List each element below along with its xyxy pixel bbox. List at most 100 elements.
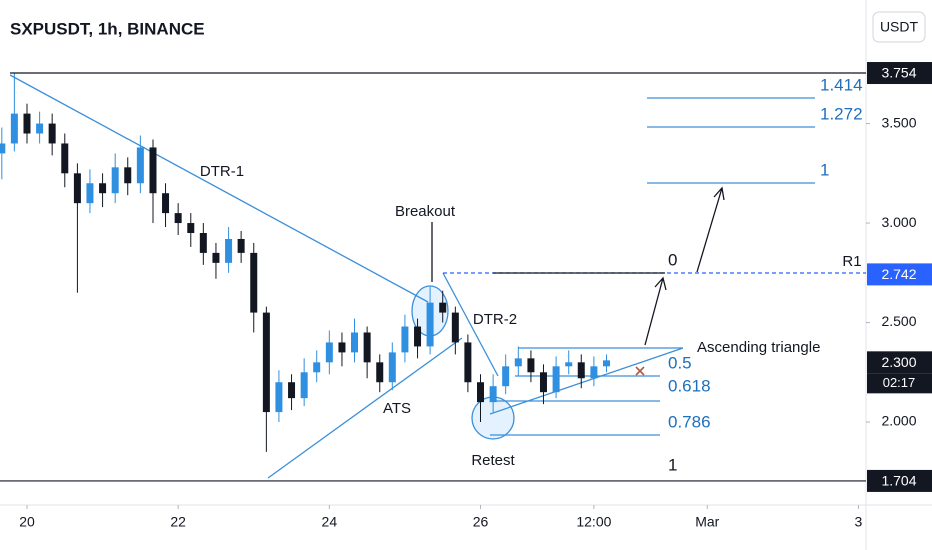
annotation: ATS [383, 400, 411, 417]
currency-button[interactable] [872, 11, 926, 43]
annotation: Retest [471, 452, 515, 469]
candle-body [10, 113, 18, 144]
candle-body [136, 147, 144, 184]
candle-body [86, 183, 94, 204]
candle-body [577, 362, 585, 379]
triangle-bottom [489, 347, 684, 415]
price-marker-label: 2.742 [881, 266, 916, 282]
candle-body [48, 123, 56, 144]
candle-body [174, 213, 182, 224]
candle-body [489, 386, 497, 403]
candle-body [590, 366, 598, 379]
y-tick-label: 2.000 [881, 413, 916, 429]
x-mark [635, 366, 645, 376]
x-tick-label: 12:00 [576, 514, 611, 530]
candle-body [99, 183, 107, 194]
annotation: R1 [842, 253, 861, 270]
price-marker-label: 1.704 [881, 473, 916, 489]
candle-body [313, 362, 321, 373]
dtr1-line [9, 74, 429, 303]
candle-body [414, 326, 422, 347]
candle-body [477, 382, 485, 403]
candle-body [338, 342, 346, 353]
marks [0, 73, 611, 452]
candle-body [61, 143, 69, 174]
candle-body [464, 342, 472, 383]
fib-label: 1.414 [820, 75, 863, 94]
candle-body [288, 382, 296, 399]
candle-body [36, 123, 44, 134]
annotation: Breakout [395, 203, 456, 220]
annotation: DTR-2 [473, 311, 517, 328]
candle-body [187, 223, 195, 234]
fib-label: 0.786 [668, 412, 711, 431]
candle-body [502, 366, 510, 387]
countdown: 02:17 [883, 375, 916, 390]
candle-body [401, 326, 409, 353]
x-tick-label: 3 [855, 514, 863, 530]
candle-body [199, 233, 207, 253]
candle-body [300, 372, 308, 399]
fib-label: 1 [820, 160, 829, 179]
price-marker-label: 2.300 [881, 354, 916, 370]
candle-body [0, 143, 6, 154]
candle-body [23, 113, 31, 134]
dtr2-line [442, 272, 499, 377]
fib-label: 1 [668, 455, 677, 474]
annotation: DTR-1 [200, 163, 244, 180]
candle-body [111, 167, 119, 194]
currency-label[interactable]: USDT [880, 19, 919, 35]
fib-label: 1.272 [820, 104, 863, 123]
x-tick-label: 22 [170, 514, 186, 530]
candle-body [565, 362, 573, 367]
candle-body [451, 312, 459, 343]
fib-label: 0.618 [668, 376, 711, 395]
annotation: Ascending triangle [697, 339, 820, 356]
candle-body [426, 302, 434, 347]
x-tick-label: Mar [695, 514, 719, 530]
y-tick-label: 3.000 [881, 214, 916, 230]
candle-body [603, 360, 611, 367]
candle-body [250, 252, 258, 313]
arrow [644, 276, 667, 346]
candle-body [162, 193, 170, 214]
x-tick-label: 24 [322, 514, 338, 530]
candle-body [552, 366, 560, 393]
candle-body [325, 342, 333, 363]
price-marker [867, 351, 932, 374]
price-marker [867, 62, 932, 85]
candle-body [262, 312, 270, 413]
x-tick-label: 26 [473, 514, 489, 530]
black-drawings [431, 186, 725, 376]
candle-body [275, 382, 283, 413]
chart-title: SXPUSDT, 1h, BINANCE [10, 19, 205, 38]
candle-body [439, 302, 447, 313]
candle-body [376, 362, 384, 383]
y-tick-label: 2.500 [881, 313, 916, 329]
candle-body [527, 358, 535, 373]
x-tick-label: 20 [19, 514, 35, 530]
candle-body [212, 252, 220, 263]
price-marker-label: 3.754 [881, 65, 916, 81]
price-marker [867, 469, 932, 492]
candle-body [237, 238, 245, 253]
fib-label: 0.5 [668, 353, 692, 372]
ats-line [267, 337, 463, 479]
candle-body [124, 167, 132, 184]
countdown-box [867, 373, 932, 394]
candle-body [388, 352, 396, 383]
candle-body [514, 358, 522, 367]
candle-body [351, 332, 359, 353]
candle-body [73, 173, 81, 204]
arrow [696, 186, 725, 273]
y-tick-label: 3.500 [881, 114, 916, 130]
candle-body [225, 238, 233, 263]
fib-label: 0 [668, 250, 677, 269]
candle-body [149, 147, 157, 194]
price-marker [867, 263, 932, 286]
candle-body [363, 332, 371, 363]
candle-body [539, 372, 547, 393]
